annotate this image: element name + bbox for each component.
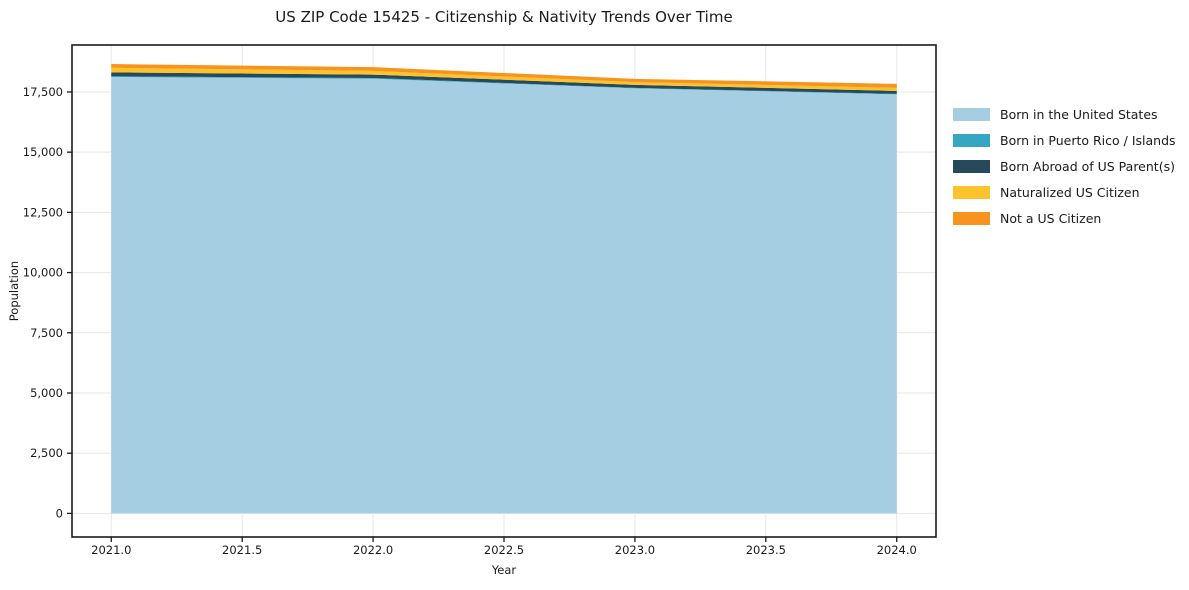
y-tick-label: 12,500	[23, 205, 63, 219]
x-tick-label: 2022.0	[353, 543, 393, 557]
chart-title: US ZIP Code 15425 - Citizenship & Nativi…	[275, 8, 733, 26]
legend-swatch	[953, 159, 990, 173]
y-tick-label: 0	[56, 506, 63, 520]
legend-label: Naturalized US Citizen	[1000, 184, 1140, 200]
legend-label: Born Abroad of US Parent(s)	[1000, 158, 1175, 174]
legend-swatch	[953, 133, 990, 147]
y-tick-label: 17,500	[23, 85, 63, 99]
legend-swatch	[953, 185, 990, 199]
x-tick-label: 2021.5	[222, 543, 262, 557]
legend-swatch	[953, 107, 990, 121]
x-axis-title: Year	[491, 563, 517, 577]
y-tick-label: 10,000	[23, 266, 63, 280]
legend-item-2: Born in Puerto Rico / Islands	[953, 127, 1176, 153]
x-tick-label: 2023.5	[746, 543, 786, 557]
area-born-in-the-united-states	[111, 77, 897, 514]
legend-swatch	[953, 211, 990, 225]
x-tick-label: 2024.0	[877, 543, 917, 557]
area-naturalized-us-citizen	[111, 67, 897, 91]
legend-item-3: Born Abroad of US Parent(s)	[953, 153, 1176, 179]
legend-label: Not a US Citizen	[1000, 210, 1102, 226]
area-born-abroad-of-us-parent-s	[111, 72, 897, 94]
y-tick-label: 15,000	[23, 145, 63, 159]
x-tick-label: 2021.0	[91, 543, 131, 557]
legend: Born in the United States Born in Puerto …	[953, 101, 1176, 231]
legend-item-4: Naturalized US Citizen	[953, 179, 1176, 205]
legend-label: Born in Puerto Rico / Islands	[1000, 132, 1176, 148]
area-not-a-us-citizen	[111, 64, 897, 88]
legend-label: Born in the United States	[1000, 106, 1158, 122]
legend-item-1: Born in the United States	[953, 101, 1176, 127]
x-tick-label: 2023.0	[615, 543, 655, 557]
y-tick-label: 5,000	[30, 386, 63, 400]
x-tick-label: 2022.5	[484, 543, 524, 557]
legend-item-5: Not a US Citizen	[953, 205, 1176, 231]
y-tick-label: 7,500	[30, 326, 63, 340]
y-axis-title: Population	[7, 260, 21, 322]
y-tick-label: 2,500	[30, 446, 63, 460]
